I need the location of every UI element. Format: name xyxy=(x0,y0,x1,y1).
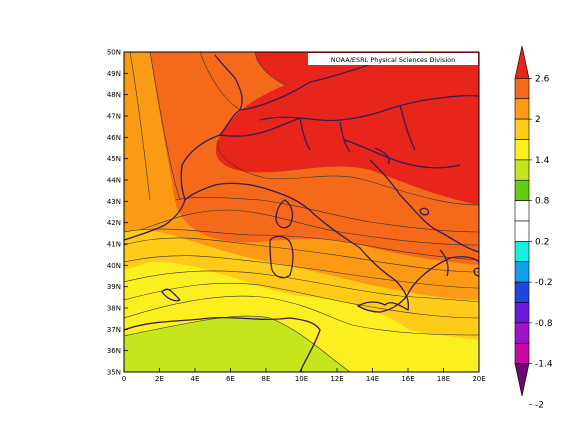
lat-tick-label: 37N xyxy=(107,326,121,334)
contour-band-red-inner xyxy=(243,52,479,175)
colorbar-swatch xyxy=(514,200,530,222)
lat-tick-label: 46N xyxy=(107,134,121,142)
colorbar-swatch xyxy=(514,302,530,324)
lat-tick-label: 49N xyxy=(107,70,121,78)
lat-tick-label: 50N xyxy=(107,49,121,57)
lat-tick-label: 40N xyxy=(107,262,121,270)
lat-tick-label: 41N xyxy=(107,241,121,249)
lat-tick-label: 48N xyxy=(107,91,121,99)
colorbar-swatch xyxy=(514,118,530,140)
colorbar-label: -2 xyxy=(535,400,544,410)
latitude-axis: 35N 36N 37N 38N 39N 40N 41N 42N 43N 44N 45N 46N 47N 4… xyxy=(107,49,128,377)
lat-tick-label: 35N xyxy=(107,369,121,377)
lon-tick-label: 20E xyxy=(472,375,485,383)
lon-tick-label: 8E xyxy=(262,375,271,383)
lon-tick-label: 2E xyxy=(155,375,164,383)
contour-band-yellow xyxy=(124,252,479,372)
colorbar-label: 2 xyxy=(535,115,541,125)
colorbar-swatch xyxy=(514,363,530,397)
lat-tick-label: 36N xyxy=(107,347,121,355)
colorbar-swatch xyxy=(514,139,530,161)
colorbar-label: 1.4 xyxy=(535,156,550,166)
colorbar-label: -1.4 xyxy=(535,360,553,370)
lon-tick-label: 12E xyxy=(330,375,343,383)
colorbar-label: 0.8 xyxy=(535,197,550,207)
colorbar-swatch xyxy=(514,45,530,79)
lon-tick-label: 10E xyxy=(295,375,308,383)
lon-tick-label: 6E xyxy=(226,375,235,383)
colorbar-label: -0.2 xyxy=(535,278,553,288)
colorbar-swatch xyxy=(514,281,530,303)
lon-tick-label: 14E xyxy=(366,375,379,383)
colorbar-label: 2.6 xyxy=(535,74,550,84)
lat-tick-label: 44N xyxy=(107,177,121,185)
colorbar-swatch xyxy=(514,342,530,364)
colorbar-swatch xyxy=(514,78,530,100)
credit-text: NOAA/ESRL Physical Sciences Division xyxy=(331,56,455,64)
lat-tick-label: 42N xyxy=(107,219,121,227)
lat-tick-label: 43N xyxy=(107,198,121,206)
lat-tick-label: 39N xyxy=(107,283,121,291)
colorbar-label: -0.8 xyxy=(535,319,553,329)
colorbar-swatch xyxy=(514,179,530,201)
colorbar-swatch xyxy=(514,98,530,120)
colorbar: 2.621.40.80.2-0.2-0.8-1.4-2-2.6 xyxy=(514,45,553,410)
contour-lines xyxy=(124,52,479,372)
colorbar-swatch xyxy=(514,322,530,344)
lat-tick-label: 38N xyxy=(107,305,121,313)
colorbar-swatch xyxy=(514,241,530,263)
lon-tick-label: 18E xyxy=(437,375,450,383)
lon-tick-label: 16E xyxy=(401,375,414,383)
credit-box: NOAA/ESRL Physical Sciences Division xyxy=(308,53,478,65)
colorbar-swatch xyxy=(514,159,530,181)
lat-tick-label: 45N xyxy=(107,155,121,163)
lon-tick-label: 4E xyxy=(191,375,200,383)
colorbar-label: 0.2 xyxy=(535,237,549,247)
colorbar-swatch xyxy=(514,261,530,283)
lat-tick-label: 47N xyxy=(107,113,121,121)
lon-tick-label: 0 xyxy=(122,375,126,383)
map-plot-area xyxy=(124,52,479,372)
longitude-axis: 0 2E 4E 6E 8E 10E 12E 14E 16E 18E 20E xyxy=(122,368,486,383)
colorbar-swatch xyxy=(514,220,530,242)
